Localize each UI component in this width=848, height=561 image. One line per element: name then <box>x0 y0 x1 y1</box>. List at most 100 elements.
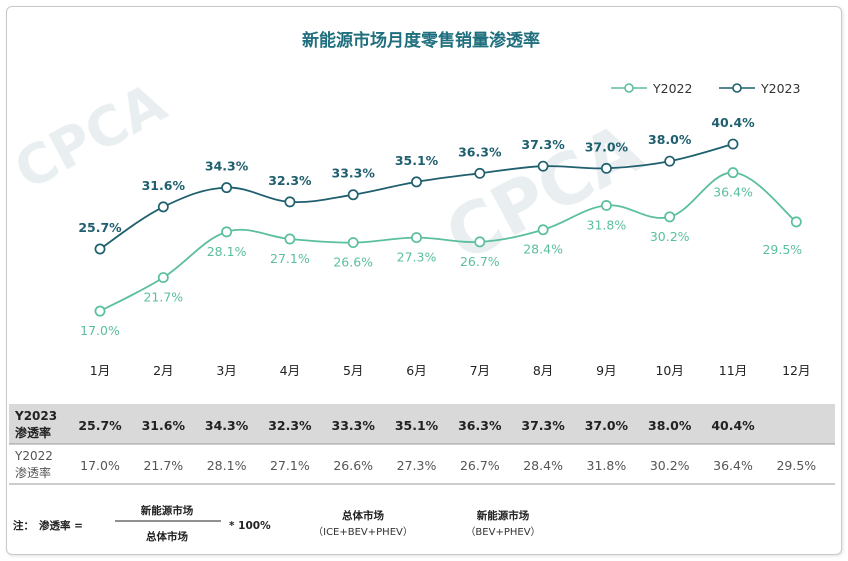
table-cell-y2022: 27.3% <box>397 458 437 473</box>
table-cell-y2022: 26.6% <box>333 458 373 473</box>
data-label-y2022: 26.6% <box>333 255 373 270</box>
table-cell-y2023: 38.0% <box>648 418 692 433</box>
data-labels: 17.0% 21.7% 28.1% 27.1% 26.6% 27.3% 26.7% 28.4%… <box>78 115 802 338</box>
table-cell-y2022: 27.1% <box>270 458 310 473</box>
series-points <box>94 138 802 317</box>
x-tick-label: 9月 <box>596 363 616 378</box>
data-point-y2023 <box>727 138 739 150</box>
table-cell-y2022: 28.1% <box>207 458 247 473</box>
data-label-y2022: 30.2% <box>650 229 690 244</box>
chart-title: 新能源市场月度零售销量渗透率 <box>302 30 540 51</box>
data-label-y2022: 31.8% <box>587 217 627 232</box>
data-point-y2023 <box>157 201 169 213</box>
data-label-y2023: 38.0% <box>648 132 692 147</box>
table-row-header-y2023-metric: 渗透率 <box>15 425 51 440</box>
x-tick-label: 3月 <box>216 363 236 378</box>
series-lines <box>99 143 797 312</box>
note-lhs: 渗透率 = <box>39 519 83 532</box>
table-cell-y2023: 40.4% <box>711 418 755 433</box>
data-label-y2022: 21.7% <box>143 290 183 305</box>
table-row-y2023-band <box>9 404 835 444</box>
data-label-y2023: 37.0% <box>585 139 629 154</box>
data-point-y2023 <box>537 160 549 172</box>
x-tick-label: 4月 <box>280 363 300 378</box>
data-label-y2023: 34.3% <box>205 159 249 174</box>
legend-marker-y2023 <box>732 83 742 93</box>
table-cell-y2022: 30.2% <box>650 458 690 473</box>
series-line-y2022 <box>99 171 797 312</box>
data-point-y2022 <box>727 167 739 179</box>
data-label-y2023: 25.7% <box>78 220 122 235</box>
data-label-y2022: 27.1% <box>270 251 310 266</box>
data-label-y2023: 37.3% <box>521 137 565 152</box>
legend-marker-y2022 <box>624 83 634 93</box>
data-label-y2023: 31.6% <box>142 178 186 193</box>
data-point-y2023 <box>284 196 296 208</box>
x-tick-label: 2月 <box>153 363 173 378</box>
note-def1-title: 总体市场 <box>342 509 384 522</box>
table-cell-y2022: 21.7% <box>143 458 183 473</box>
note-denominator: 总体市场 <box>146 530 188 543</box>
x-tick-label: 5月 <box>343 363 363 378</box>
table-cell-y2023: 37.0% <box>585 418 629 433</box>
data-label-y2022: 28.1% <box>207 244 247 259</box>
data-point-y2022 <box>347 237 359 249</box>
table-cell-y2022: 29.5% <box>776 458 816 473</box>
legend-label-y2023: Y2023 <box>760 81 800 96</box>
x-tick-label: 10月 <box>655 363 683 378</box>
x-tick-label: 6月 <box>406 363 426 378</box>
legend-label-y2022: Y2022 <box>652 81 692 96</box>
data-label-y2022: 28.4% <box>523 242 563 257</box>
data-point-y2023 <box>664 155 676 167</box>
data-point-y2022 <box>157 272 169 284</box>
x-tick-label: 1月 <box>90 363 110 378</box>
table-cell-y2023: 25.7% <box>78 418 122 433</box>
table-cell-y2023: 32.3% <box>268 418 312 433</box>
x-tick-label: 11月 <box>719 363 747 378</box>
table-cell-y2022: 26.7% <box>460 458 500 473</box>
data-point-y2022 <box>221 226 233 238</box>
series-line-y2023 <box>99 143 734 250</box>
table-cell-y2022: 28.4% <box>523 458 563 473</box>
table-cell-y2023: 36.3% <box>458 418 502 433</box>
data-point-y2022 <box>284 233 296 245</box>
footnote: 注： 渗透率 = 新能源市场 总体市场 * 100% 总体市场 （ICE+BEV… <box>13 504 541 543</box>
table-row-header-y2023-year: Y2023 <box>14 409 57 423</box>
data-point-y2023 <box>347 189 359 201</box>
legend: Y2022 Y2023 <box>611 81 800 96</box>
note-def1-detail: （ICE+BEV+PHEV） <box>313 526 413 538</box>
data-point-y2023 <box>94 243 106 255</box>
note-def2-detail: （BEV+PHEV） <box>465 526 540 538</box>
data-label-y2023: 32.3% <box>268 173 312 188</box>
data-point-y2022 <box>664 211 676 223</box>
table-cell-y2023: 37.3% <box>521 418 565 433</box>
data-point-y2023 <box>221 182 233 194</box>
table-cells: 25.7% 31.6% 34.3% 32.3% 33.3% 35.1% 36.3% 37.3%… <box>78 418 816 473</box>
chart-frame: CPCA CPCA 新能源市场月度零售销量渗透率 Y2022 Y2023 17.… <box>4 6 842 555</box>
data-label-y2022: 36.4% <box>713 185 753 200</box>
data-point-y2022 <box>600 199 612 211</box>
table-cell-y2022: 36.4% <box>713 458 753 473</box>
table-cell-y2022: 31.8% <box>587 458 627 473</box>
x-tick-label: 12月 <box>782 363 810 378</box>
data-label-y2022: 27.3% <box>397 250 437 265</box>
table-cell-y2023: 31.6% <box>142 418 186 433</box>
table-row-header-y2022-year: Y2022 <box>14 449 53 463</box>
data-point-y2022 <box>411 232 422 244</box>
data-label-y2022: 29.5% <box>762 242 802 257</box>
note-numerator: 新能源市场 <box>141 504 194 517</box>
data-point-y2022 <box>537 224 549 236</box>
data-point-y2022 <box>94 305 106 317</box>
data-label-y2023: 35.1% <box>395 153 439 168</box>
table-cell-y2023: 33.3% <box>332 418 376 433</box>
data-point-y2022 <box>790 216 802 228</box>
table-cell-y2023: 35.1% <box>395 418 439 433</box>
data-point-y2023 <box>411 176 422 188</box>
table-cell-y2023: 34.3% <box>205 418 249 433</box>
data-point-y2023 <box>474 167 486 179</box>
data-label-y2022: 26.7% <box>460 254 500 269</box>
data-label-y2023: 36.3% <box>458 144 502 159</box>
table-row-header-y2022-metric: 渗透率 <box>15 465 51 480</box>
data-label-y2023: 40.4% <box>711 115 755 130</box>
penetration-line-chart: CPCA CPCA 新能源市场月度零售销量渗透率 Y2022 Y2023 17.… <box>4 30 835 543</box>
